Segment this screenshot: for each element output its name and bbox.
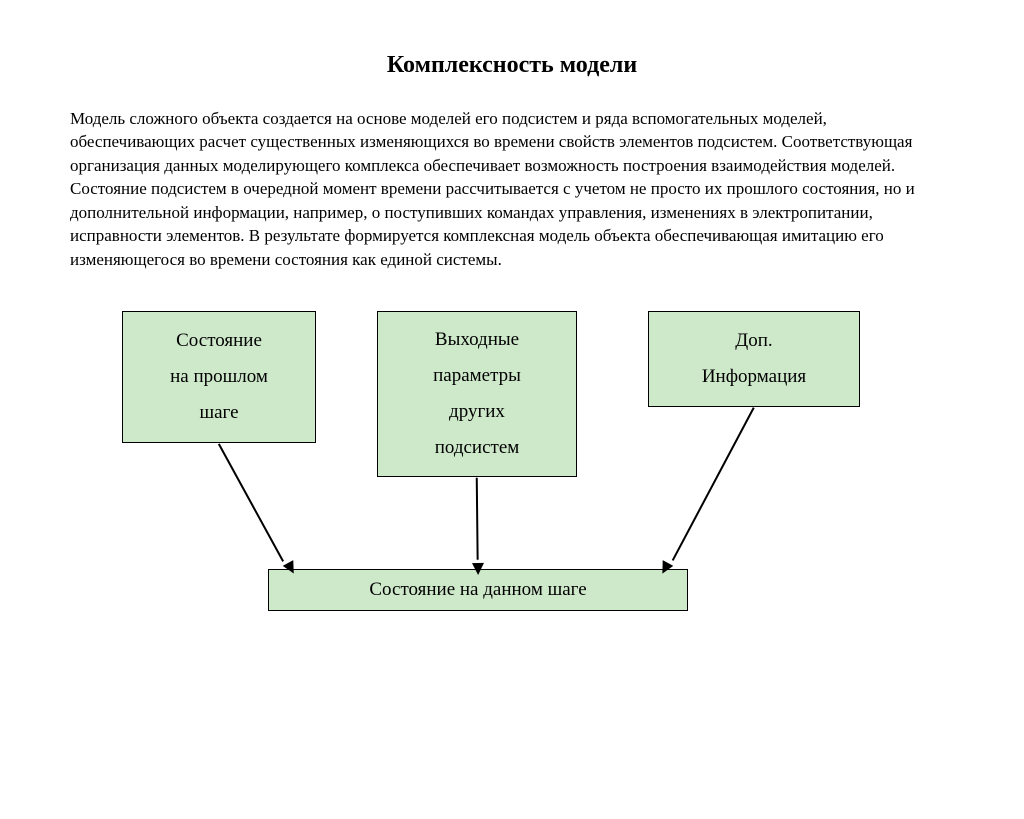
description-paragraph: Модель сложного объекта создается на осн… [70, 107, 954, 271]
edge-extra-info-to-current-state [672, 408, 755, 562]
node-extra-info: Доп.Информация [648, 311, 860, 407]
node-current-state: Состояние на данном шаге [268, 569, 688, 611]
node-label: параметры [433, 358, 521, 394]
node-label: Доп. [735, 323, 772, 359]
node-label: Состояние на данном шаге [369, 572, 586, 608]
node-out-params: Выходныепараметрыдругихподсистем [377, 311, 577, 477]
arrowhead-out-params-to-current-state [472, 563, 484, 575]
page-title: Комплексность модели [0, 52, 1024, 79]
node-label: на прошлом [170, 359, 268, 395]
flowchart-diagram: Состояниена прошломшаге Выходныепараметры… [0, 311, 1024, 691]
node-label: других [449, 394, 505, 430]
node-label: Выходные [435, 322, 519, 358]
node-label: шаге [199, 395, 238, 431]
edge-out-params-to-current-state [476, 478, 478, 560]
node-label: подсистем [435, 430, 520, 466]
edge-prev-state-to-current-state [218, 444, 284, 562]
node-label: Состояние [176, 323, 262, 359]
node-label: Информация [702, 359, 806, 395]
node-prev-state: Состояниена прошломшаге [122, 311, 316, 443]
